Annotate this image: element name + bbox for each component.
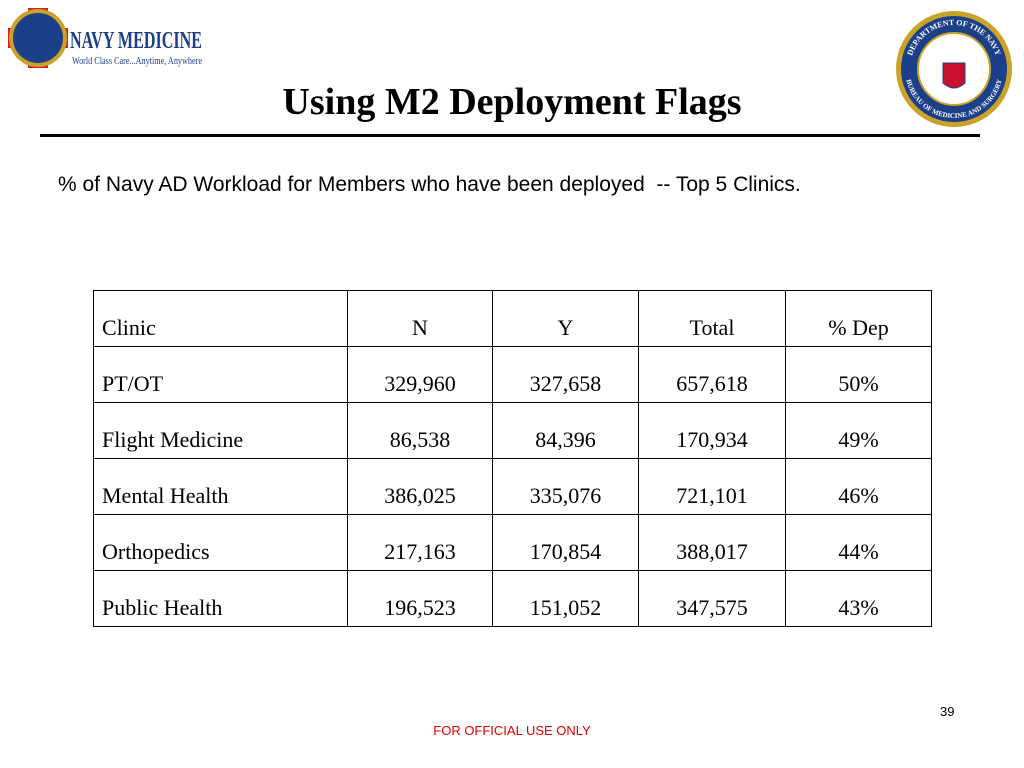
bumed-seal: DEPARTMENT OF THE NAVY BUREAU OF MEDICIN…: [896, 11, 1012, 127]
table-row: Flight Medicine 86,538 84,396 170,934 49%: [93, 402, 932, 459]
logo-name: NAVY MEDICINE: [70, 28, 202, 54]
title-rule: [40, 134, 980, 137]
cell-value: 43%: [785, 570, 932, 627]
cell-value: 657,618: [638, 346, 786, 403]
cell-value: 84,396: [492, 402, 639, 459]
emblem: [9, 9, 67, 67]
cell-label: Clinic: [93, 290, 348, 347]
cell-label: Mental Health: [93, 458, 348, 515]
cell-value: 49%: [785, 402, 932, 459]
cell-label: PT/OT: [93, 346, 348, 403]
cell-value: 721,101: [638, 458, 786, 515]
cell-value: Y: [492, 290, 639, 347]
data-table: Clinic N Y Total% Dep PT/OT 329,960 327,658 657…: [93, 290, 932, 627]
seal-shield: [942, 62, 966, 89]
cell-value: 86,538: [347, 402, 493, 459]
cell-value: 388,017: [638, 514, 786, 571]
cell-value: 44%: [785, 514, 932, 571]
page-number: 39: [940, 704, 955, 719]
table-row: PT/OT 329,960 327,658 657,618 50%: [93, 346, 932, 403]
cell-value: 327,658: [492, 346, 639, 403]
cell-value: 170,934: [638, 402, 786, 459]
cell-label: Orthopedics: [93, 514, 348, 571]
cell-value: 217,163: [347, 514, 493, 571]
cell-label: Public Health: [93, 570, 348, 627]
cell-value: 196,523: [347, 570, 493, 627]
cell-value: 386,025: [347, 458, 493, 515]
subtitle: % of Navy AD Workload for Members who ha…: [58, 173, 801, 196]
header-row: Clinic N Y Total% Dep: [93, 290, 932, 347]
cell-value: 347,575: [638, 570, 786, 627]
cell-value: N: [347, 290, 493, 347]
table-row: Public Health 196,523 151,052 347,575 43%: [93, 570, 932, 627]
table-row: Orthopedics 217,163 170,854 388,017 44%: [93, 514, 932, 571]
cell-value: 335,076: [492, 458, 639, 515]
cell-label: Flight Medicine: [93, 402, 348, 459]
cell-value: Total: [638, 290, 786, 347]
cell-value: 329,960: [347, 346, 493, 403]
cell-value: 151,052: [492, 570, 639, 627]
cell-value: % Dep: [785, 290, 932, 347]
table-row: Mental Health 386,025 335,076 721,101 46%: [93, 458, 932, 515]
cell-value: 46%: [785, 458, 932, 515]
footer: FOR OFFICIAL USE ONLY: [433, 723, 591, 738]
cell-value: 170,854: [492, 514, 639, 571]
navy-medicine-logo: NAVY MEDICINE World Class Care...Anytime…: [8, 8, 202, 68]
cell-value: 50%: [785, 346, 932, 403]
slide-title: Using M2 Deployment Flags: [282, 81, 742, 123]
logo-tagline: World Class Care...Anytime, Anywhere: [72, 56, 202, 67]
